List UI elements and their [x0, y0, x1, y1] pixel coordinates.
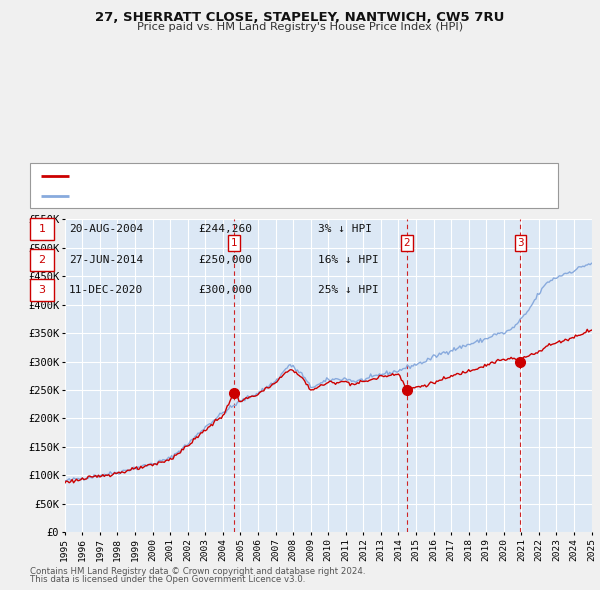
Text: 2: 2	[404, 238, 410, 248]
Text: 27-JUN-2014: 27-JUN-2014	[69, 255, 143, 264]
Text: This data is licensed under the Open Government Licence v3.0.: This data is licensed under the Open Gov…	[30, 575, 305, 584]
Text: 11-DEC-2020: 11-DEC-2020	[69, 286, 143, 295]
Text: £244,260: £244,260	[198, 224, 252, 234]
Text: 16% ↓ HPI: 16% ↓ HPI	[318, 255, 379, 264]
Text: 1: 1	[38, 224, 46, 234]
Text: 27, SHERRATT CLOSE, STAPELEY, NANTWICH, CW5 7RU (detached house): 27, SHERRATT CLOSE, STAPELEY, NANTWICH, …	[72, 171, 431, 181]
Text: £300,000: £300,000	[198, 286, 252, 295]
Text: HPI: Average price, detached house, Cheshire East: HPI: Average price, detached house, Ches…	[72, 191, 320, 201]
Text: 2: 2	[38, 255, 46, 264]
Text: 1: 1	[231, 238, 238, 248]
Text: 3% ↓ HPI: 3% ↓ HPI	[318, 224, 372, 234]
Text: 27, SHERRATT CLOSE, STAPELEY, NANTWICH, CW5 7RU: 27, SHERRATT CLOSE, STAPELEY, NANTWICH, …	[95, 11, 505, 24]
Text: 3: 3	[38, 286, 46, 295]
Text: Contains HM Land Registry data © Crown copyright and database right 2024.: Contains HM Land Registry data © Crown c…	[30, 567, 365, 576]
Text: Price paid vs. HM Land Registry's House Price Index (HPI): Price paid vs. HM Land Registry's House …	[137, 22, 463, 32]
Text: 25% ↓ HPI: 25% ↓ HPI	[318, 286, 379, 295]
Text: 20-AUG-2004: 20-AUG-2004	[69, 224, 143, 234]
Text: 3: 3	[517, 238, 524, 248]
Text: £250,000: £250,000	[198, 255, 252, 264]
